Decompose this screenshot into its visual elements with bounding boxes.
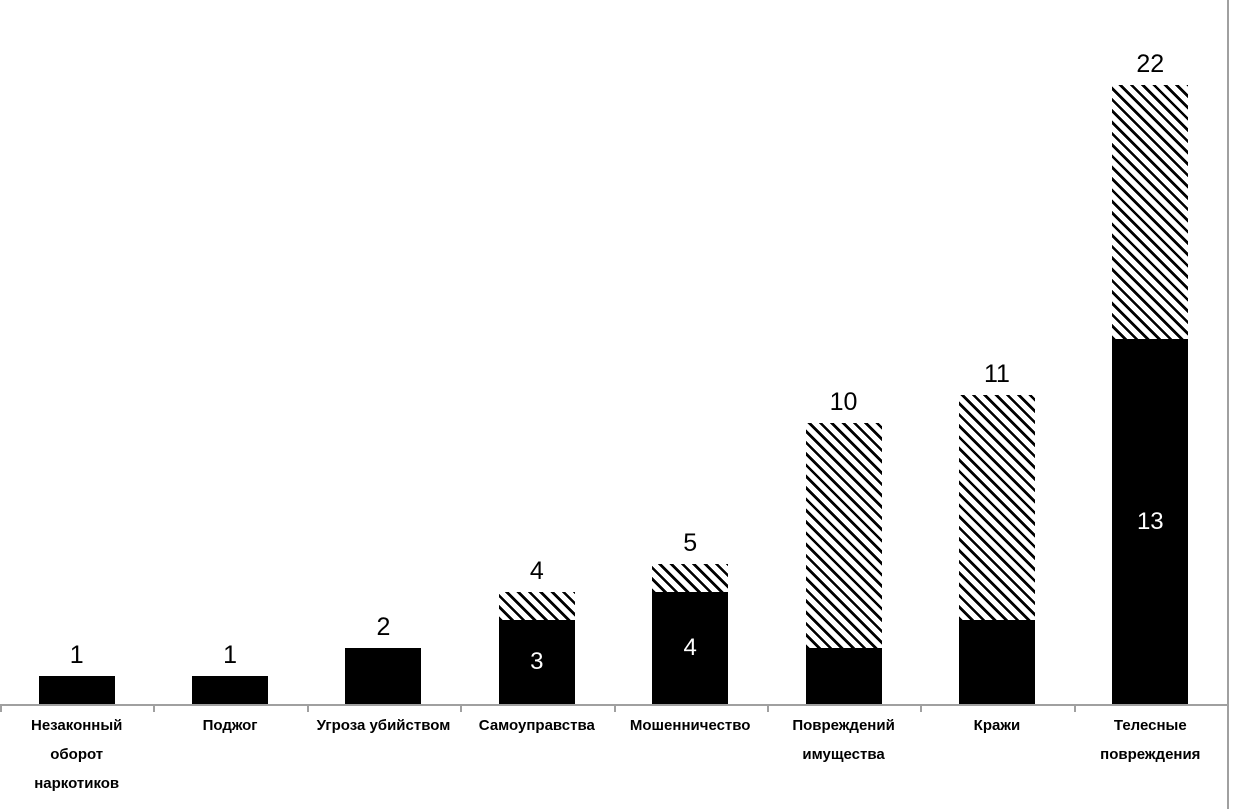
bar-total-label: 2: [376, 613, 391, 642]
x-axis-tick: [613, 704, 616, 712]
category-label: Телесные повреждения: [1074, 711, 1227, 769]
category-label: Незаконный оборот наркотиков: [0, 711, 153, 798]
bar-inner-label: 13: [1136, 507, 1164, 535]
bar-total-label: 10: [829, 388, 858, 416]
category-label-line: оборот: [50, 746, 104, 763]
category-label: Поджог: [153, 711, 306, 740]
bar-segment-hatched: [805, 423, 882, 649]
x-axis-tick: [0, 704, 2, 712]
x-axis-tick: [306, 704, 309, 712]
category-label-line: Кражи: [973, 717, 1021, 734]
x-axis-tick: [460, 704, 463, 712]
category-label-line: Самоуправства: [478, 717, 595, 734]
category-label: Самоуправства: [460, 711, 613, 740]
bar-inner-label: 4: [683, 634, 697, 662]
category-label-line: Незаконный: [30, 717, 123, 734]
bar-inner-label: 3: [530, 648, 544, 676]
bar-total-label: 5: [683, 528, 698, 557]
category-label: Угроза убийством: [307, 711, 460, 740]
bar-segment-solid: [805, 648, 882, 705]
bar-segment-solid: [1112, 338, 1189, 705]
category-label-line: Поджог: [202, 717, 258, 734]
x-axis-tick: [153, 704, 156, 712]
bar-segment-solid: [345, 648, 422, 705]
bar-total-label: 22: [1136, 50, 1165, 79]
bar-segment-hatched: [1112, 85, 1189, 339]
bar-segment-hatched: [498, 591, 575, 621]
bar-total-label: 1: [223, 641, 238, 670]
bar-total-label: 4: [529, 556, 544, 585]
x-axis-tick: [1073, 704, 1076, 712]
bar-segment-solid: [652, 591, 729, 705]
category-label-line: наркотиков: [34, 775, 120, 792]
x-axis-tick: [920, 704, 923, 712]
category-label: Мошенничество: [614, 711, 767, 740]
category-label-line: Телесные: [1113, 717, 1187, 734]
bar-segment-solid: [192, 676, 269, 705]
bar-total-label: 1: [69, 641, 84, 670]
bar-total-label: 11: [983, 359, 1010, 388]
category-label-line: Мошенничество: [629, 717, 751, 734]
category-label: Повреждений имущества: [767, 711, 920, 769]
category-label-line: повреждения: [1100, 746, 1201, 763]
bar-segment-solid: [38, 676, 115, 705]
x-axis-tick: [1227, 704, 1229, 712]
bar-segment-solid: [958, 620, 1035, 705]
bar-segment-hatched: [652, 563, 729, 592]
x-axis-tick: [766, 704, 769, 712]
bar-segment-hatched: [958, 394, 1035, 621]
category-label-line: Угроза убийством: [316, 717, 451, 734]
category-label: Кражи: [920, 711, 1073, 740]
category-label-line: Повреждений: [792, 717, 895, 734]
category-label-line: имущества: [802, 746, 885, 763]
chart-right-border: [1227, 0, 1229, 809]
bar-segment-solid: [498, 620, 575, 705]
